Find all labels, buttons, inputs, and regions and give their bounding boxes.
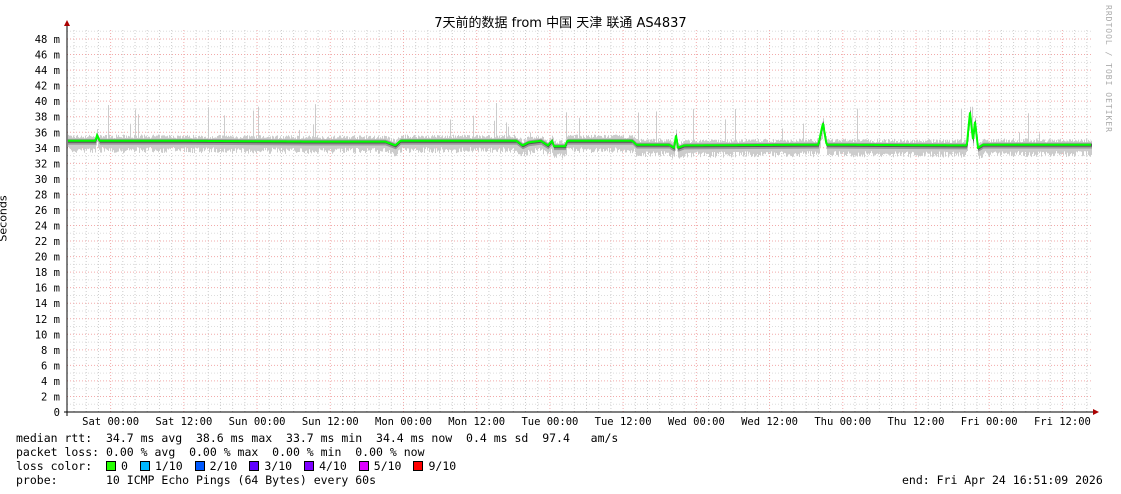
y-tick-label: 12 m [35,314,60,326]
legend-probe: probe: 10 ICMP Echo Pings (64 Bytes) eve… [16,473,377,487]
x-axis-arrow [1093,409,1099,415]
loss-color-item: 5/10 [358,459,402,473]
legend-packet-loss: packet loss: 0.00 % avg 0.00 % max 0.00 … [16,445,425,459]
y-tick-label: 44 m [35,65,60,77]
loss-color-item: 9/10 [413,459,456,473]
y-axis-arrow [64,20,70,26]
y-tick-label: 16 m [35,283,60,295]
y-tick-label: 6 m [41,360,60,372]
loss-color-text: 3/10 [264,459,293,473]
loss-color-swatch [358,461,369,471]
loss-color-text: 0 [121,459,128,473]
x-tick-label: Thu 12:00 [888,416,945,428]
loss-color-item: 0 [106,459,128,473]
loss-color-item: 3/10 [249,459,292,473]
loss-color-text: 2/10 [209,459,238,473]
y-tick-label: 10 m [35,329,60,341]
loss-color-swatch [304,461,315,471]
loss-color-swatch [194,461,205,471]
x-tick-label: Sat 00:00 [82,416,139,428]
legend-loss-color: loss color: 0 1/10 2/10 3/10 4/10 5/10 9/10 [16,459,468,473]
y-tick-label: 36 m [35,127,60,139]
loss-color-swatch [139,461,150,471]
y-tick-label: 22 m [35,236,60,248]
y-tick-label: 26 m [35,205,60,217]
y-tick-label: 46 m [35,50,60,62]
y-tick-label: 42 m [35,81,60,93]
y-tick-label: 32 m [35,158,60,170]
y-tick-label: 20 m [35,252,60,264]
chart-title: 7天前的数据 from 中国 天津 联通 AS4837 [434,16,687,31]
y-tick-label: 28 m [35,189,60,201]
y-tick-label: 4 m [41,376,60,388]
loss-color-swatch [249,461,260,471]
y-tick-label: 40 m [35,96,60,108]
x-tick-label: Mon 12:00 [448,416,505,428]
rrdtool-watermark: RRDTOOL / TOBI OETIKER [1104,5,1113,133]
x-tick-label: Fri 12:00 [1034,416,1091,428]
y-tick-label: 30 m [35,174,60,186]
loss-color-text: 5/10 [373,459,402,473]
x-tick-label: Tue 12:00 [595,416,652,428]
loss-color-text: 1/10 [154,459,183,473]
y-tick-label: 34 m [35,143,60,155]
x-tick-label: Wed 12:00 [741,416,798,428]
x-tick-label: Thu 00:00 [814,416,871,428]
loss-color-item: 4/10 [304,459,347,473]
x-tick-label: Fri 00:00 [961,416,1018,428]
y-tick-label: 2 m [41,391,60,403]
x-tick-label: Mon 00:00 [375,416,432,428]
loss-color-text: 4/10 [319,459,347,473]
y-tick-label: 8 m [41,345,60,357]
y-tick-label: 38 m [35,112,60,124]
legend-end-time: end: Fri Apr 24 16:51:09 2026 [902,473,1103,487]
loss-color-item: 1/10 [139,459,183,473]
loss-color-swatch [413,461,424,471]
x-tick-label: Sat 12:00 [155,416,212,428]
y-tick-label: 24 m [35,221,60,233]
x-tick-label: Sun 00:00 [229,416,286,428]
y-tick-label: 48 m [35,34,60,46]
x-tick-label: Wed 00:00 [668,416,725,428]
rtt-smoke [68,103,1092,159]
x-tick-label: Sun 12:00 [302,416,359,428]
loss-color-label: loss color: [16,459,107,473]
y-tick-label: 14 m [35,298,60,310]
legend-median-rtt: median rtt: 34.7 ms avg 38.6 ms max 33.7… [16,431,619,445]
loss-color-item: 2/10 [194,459,238,473]
y-tick-label: 18 m [35,267,60,279]
median-rtt-line [68,112,1091,150]
loss-color-swatch [106,461,117,471]
y-tick-label: 0 [54,407,60,419]
x-tick-label: Tue 00:00 [521,416,578,428]
loss-color-text: 9/10 [428,459,457,473]
